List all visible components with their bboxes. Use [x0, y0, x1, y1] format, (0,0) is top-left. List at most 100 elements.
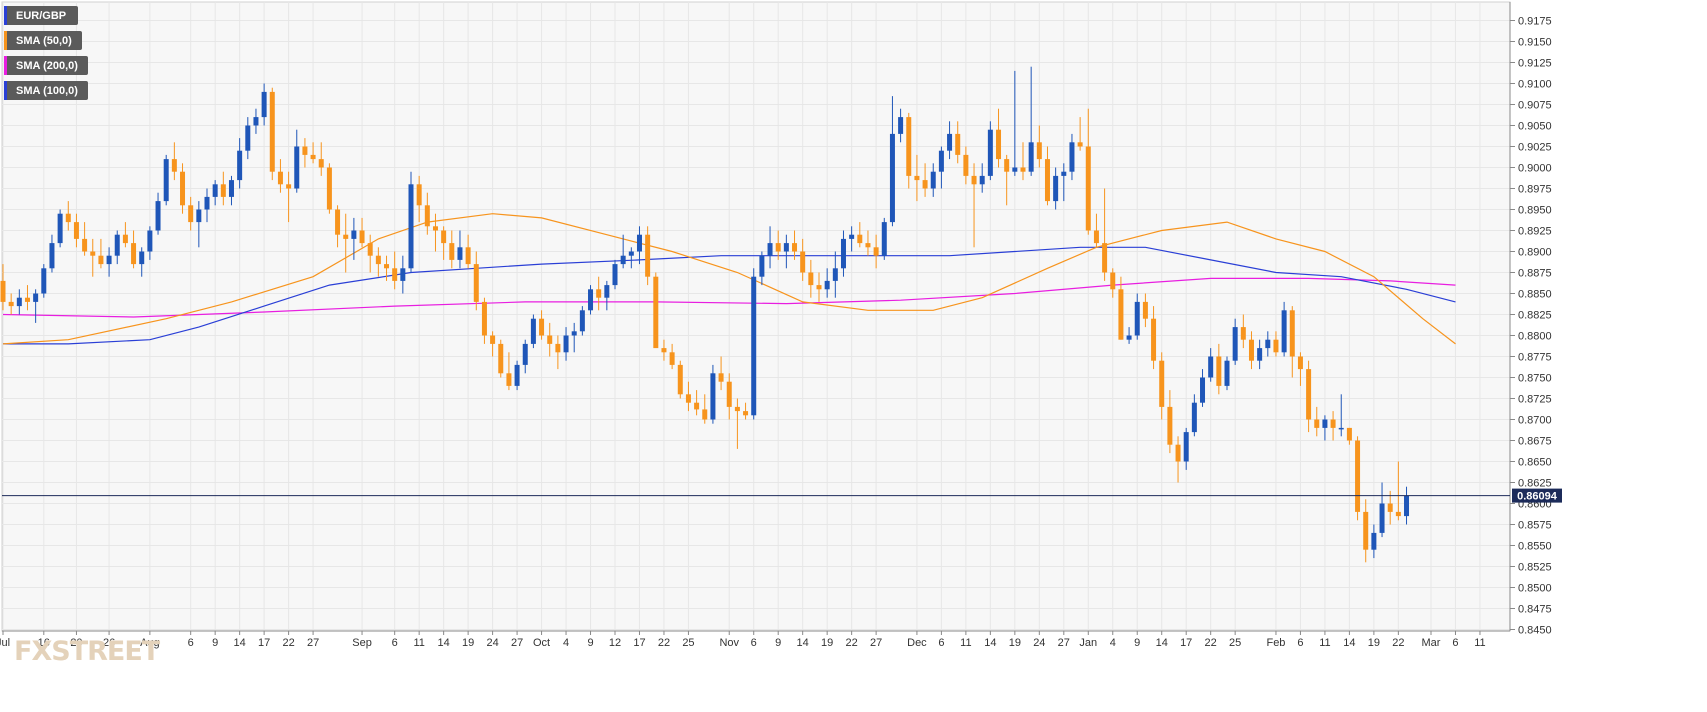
x-tick-label: 6 — [1297, 637, 1303, 649]
candle-body — [792, 243, 798, 252]
candle-body — [114, 234, 120, 256]
x-tick-label: 4 — [1110, 637, 1116, 649]
y-tick-label: 0.8750 — [1518, 373, 1552, 385]
candle-body — [1200, 377, 1206, 403]
x-tick-label: 6 — [938, 637, 944, 649]
x-tick-label: Nov — [719, 637, 739, 649]
candle-body — [588, 289, 594, 311]
candle-body — [73, 222, 79, 239]
x-tick-label: 19 — [462, 637, 474, 649]
candle-body — [155, 201, 161, 231]
candle-body — [881, 222, 887, 256]
candle-body — [1208, 356, 1214, 378]
candle-body — [24, 297, 30, 302]
candle-body — [971, 175, 977, 185]
candle-body — [424, 205, 430, 227]
x-tick-label: 20 — [70, 637, 82, 649]
x-tick-label: 26 — [103, 637, 115, 649]
candle-body — [490, 335, 496, 344]
candle-body — [261, 91, 267, 118]
candle-body — [1322, 419, 1328, 428]
candle-body — [840, 238, 846, 269]
candle-body — [702, 409, 708, 420]
candle-body — [1004, 159, 1010, 172]
candle-body — [204, 196, 210, 210]
candle-body — [82, 238, 88, 252]
candle-body — [653, 276, 659, 349]
candle-body — [898, 117, 904, 134]
candle-body — [1289, 310, 1295, 357]
x-tick-label: Jan — [1079, 637, 1097, 649]
candle-body — [1093, 230, 1099, 244]
candle-body — [824, 280, 830, 290]
candle-body — [359, 230, 365, 244]
candle-body — [0, 280, 6, 302]
candle-body — [726, 381, 732, 407]
candle-body — [335, 209, 341, 235]
sma200-line — [2, 277, 1456, 318]
candle-body — [1036, 142, 1042, 160]
candle-body — [269, 91, 275, 172]
candle-body — [1232, 327, 1238, 361]
candle-body — [783, 243, 789, 252]
candle-body — [669, 352, 675, 365]
candle-body — [1134, 301, 1140, 336]
candle-body — [1102, 243, 1108, 273]
candle-body — [1273, 339, 1279, 353]
y-tick-label: 0.8575 — [1518, 520, 1552, 532]
candle-body — [220, 184, 226, 197]
candle-body — [873, 247, 879, 256]
candle-body — [1387, 503, 1393, 512]
candle-body — [808, 272, 814, 286]
candle-body — [596, 289, 602, 298]
candle-body — [1297, 356, 1303, 370]
candle-body — [237, 150, 243, 181]
candle-body — [33, 293, 39, 302]
x-tick-label: 24 — [486, 637, 498, 649]
candle-body — [694, 402, 700, 410]
candle-body — [857, 234, 863, 244]
y-tick-label: 0.8700 — [1518, 415, 1552, 427]
x-tick-label: Jul — [0, 637, 10, 649]
candle-body — [1167, 406, 1173, 445]
candle-body — [547, 335, 553, 344]
x-tick-label: 4 — [563, 637, 569, 649]
x-tick-label: 19 — [1009, 637, 1021, 649]
y-tick-label: 0.8550 — [1518, 541, 1552, 553]
x-tick-label: Aug — [140, 637, 160, 649]
candle-body — [1281, 310, 1287, 353]
candle-body — [1175, 444, 1181, 462]
x-tick-label: 9 — [775, 637, 781, 649]
candle-body — [163, 159, 169, 202]
candle-body — [1053, 175, 1059, 202]
x-tick-label: 9 — [212, 637, 218, 649]
y-tick-label: 0.8475 — [1518, 604, 1552, 616]
candle-body — [718, 373, 724, 382]
y-tick-label: 0.8925 — [1518, 226, 1552, 238]
candle-body — [106, 255, 112, 265]
x-tick-label: Mar — [1422, 637, 1441, 649]
fxstreet-logo: FXSTREET — [14, 636, 160, 667]
y-tick-label: 0.9175 — [1518, 16, 1552, 28]
candle-body — [865, 243, 871, 248]
candle-body — [947, 133, 953, 151]
legend-label-eurgbp: EUR/GBP — [16, 9, 67, 22]
y-tick-label: 0.9125 — [1518, 58, 1552, 70]
candle-body — [16, 297, 22, 307]
candle-body — [979, 175, 985, 185]
candle-body — [310, 154, 316, 160]
y-tick-label: 0.8850 — [1518, 289, 1552, 301]
candle-body — [645, 234, 651, 277]
x-tick-label: 22 — [1205, 637, 1217, 649]
x-tick-label: 19 — [821, 637, 833, 649]
candle-body — [180, 171, 186, 206]
candle-body — [8, 301, 14, 307]
candle-body — [612, 264, 618, 286]
legend-item-sma50: SMA (50,0) — [4, 31, 82, 50]
legend-swatch-sma200 — [4, 56, 7, 75]
x-tick-label: 11 — [413, 637, 424, 649]
candle-body — [1191, 402, 1197, 433]
candle-body — [90, 251, 96, 256]
candle-body — [1151, 318, 1157, 361]
